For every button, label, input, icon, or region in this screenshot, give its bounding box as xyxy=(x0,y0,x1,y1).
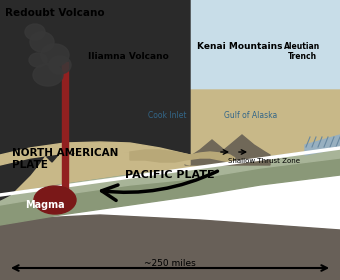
Ellipse shape xyxy=(33,64,63,86)
Polygon shape xyxy=(0,0,190,200)
Text: NORTH AMERICAN
PLATE: NORTH AMERICAN PLATE xyxy=(12,148,118,170)
Text: Kenai Mountains: Kenai Mountains xyxy=(197,42,283,51)
Text: Cook Inlet: Cook Inlet xyxy=(148,111,187,120)
Text: ~250 miles: ~250 miles xyxy=(144,258,196,267)
Text: Redoubt Volcano: Redoubt Volcano xyxy=(5,8,105,18)
Text: Magma: Magma xyxy=(25,200,65,210)
Polygon shape xyxy=(0,148,340,205)
Text: Shallow Thrust Zone: Shallow Thrust Zone xyxy=(228,158,300,164)
Ellipse shape xyxy=(30,32,54,52)
Text: Iliamna Volcano: Iliamna Volcano xyxy=(88,52,169,61)
Polygon shape xyxy=(0,142,190,165)
Polygon shape xyxy=(0,215,340,280)
Ellipse shape xyxy=(25,24,45,40)
Polygon shape xyxy=(200,128,340,145)
Text: PACIFIC PLATE: PACIFIC PLATE xyxy=(125,170,215,180)
Ellipse shape xyxy=(41,44,69,66)
Ellipse shape xyxy=(49,56,71,74)
Polygon shape xyxy=(80,0,340,138)
Polygon shape xyxy=(0,90,340,195)
Ellipse shape xyxy=(34,186,76,214)
Ellipse shape xyxy=(29,53,47,67)
Polygon shape xyxy=(130,150,235,162)
Bar xyxy=(62,62,68,197)
Polygon shape xyxy=(185,135,270,165)
Polygon shape xyxy=(305,135,340,155)
Text: Aleutian
Trench: Aleutian Trench xyxy=(284,42,320,61)
Polygon shape xyxy=(0,148,340,225)
Text: Gulf of Alaska: Gulf of Alaska xyxy=(224,111,277,120)
